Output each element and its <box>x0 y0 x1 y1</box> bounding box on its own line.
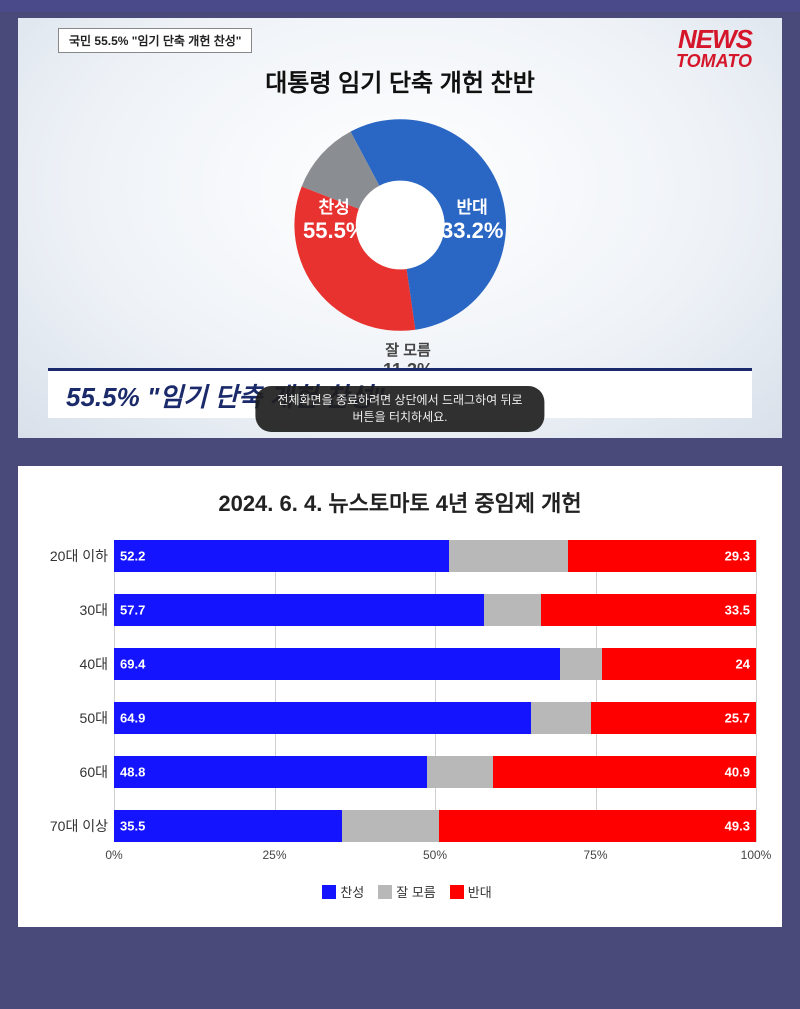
news-tag: 국민 55.5% "임기 단축 개헌 찬성" <box>58 28 252 53</box>
bar-segment-value: 69.4 <box>120 657 145 672</box>
x-tick-label: 0% <box>105 848 122 862</box>
bar-segment-oppose: 29.3 <box>568 540 756 572</box>
bar-segment-approve: 52.2 <box>114 540 449 572</box>
bar-segment-value: 35.5 <box>120 819 145 834</box>
bar-segment-dontknow <box>449 540 568 572</box>
bar-row: 40대69.424 <box>114 648 756 680</box>
toast-line2: 버튼을 터치하세요. <box>277 409 522 426</box>
bar-row: 50대64.925.7 <box>114 702 756 734</box>
lower-third-pct: 55.5% <box>66 382 140 412</box>
bar-segment-approve: 57.7 <box>114 594 484 626</box>
bar-chart-panel: 2024. 6. 4. 뉴스토마토 4년 중임제 개헌 20대 이하 52.2 29… <box>18 466 782 927</box>
donut-slice-label: 찬성55.5% <box>303 198 365 245</box>
bar-segment-value: 57.7 <box>120 603 145 618</box>
bar-segment-dontknow <box>484 594 540 626</box>
legend-label: 잘 모름 <box>396 885 436 900</box>
bar-segment-dontknow <box>560 648 602 680</box>
bar-chart-legend: 찬성 잘 모름 반대 <box>36 882 764 901</box>
gridline <box>435 540 436 842</box>
bar-segment-oppose: 40.9 <box>493 756 756 788</box>
bar-chart-grid: 20대 이하52.229.330대57.733.540대69.42450대64.… <box>114 540 756 842</box>
bar-segment-approve: 64.9 <box>114 702 531 734</box>
bar-chart-title: 2024. 6. 4. 뉴스토마토 4년 중임제 개헌 <box>36 486 764 518</box>
legend-swatch <box>450 885 464 899</box>
fullscreen-toast: 전체화면을 종료하려면 상단에서 드래그하여 뒤로 버튼을 터치하세요. <box>255 386 544 432</box>
bar-chart-gridlines <box>114 540 756 842</box>
x-tick-label: 100% <box>741 848 772 862</box>
bar-row: 20대 이하52.229.3 <box>114 540 756 572</box>
donut-chart: 찬성55.5%반대33.2%잘 모름11.3% <box>285 110 515 340</box>
donut-slice-label: 반대33.2% <box>441 198 503 245</box>
bar-segment-value: 24 <box>736 657 750 672</box>
bar-segment-approve: 69.4 <box>114 648 560 680</box>
bar-row-category: 40대 <box>36 648 108 680</box>
news-broadcast-panel: 국민 55.5% "임기 단축 개헌 찬성" NEWS TOMATO 대통령 임… <box>18 18 782 438</box>
bar-segment-value: 48.8 <box>120 765 145 780</box>
bar-row-category: 20대 이하 <box>36 540 108 572</box>
bar-row: 70대 이상35.549.3 <box>114 810 756 842</box>
news-lower-third: 55.5% "임기 단축 개헌 찬성" 전체화면을 종료하려면 상단에서 드래그… <box>18 368 782 438</box>
bar-segment-approve: 48.8 <box>114 756 427 788</box>
page-root: 국민 55.5% "임기 단축 개헌 찬성" NEWS TOMATO 대통령 임… <box>0 0 800 927</box>
legend-swatch <box>378 885 392 899</box>
toast-line1: 전체화면을 종료하려면 상단에서 드래그하여 뒤로 <box>277 392 522 409</box>
legend-label: 찬성 <box>340 885 364 900</box>
news-logo-line1: NEWS <box>676 26 752 52</box>
window-top-bar <box>0 0 800 12</box>
news-logo: NEWS TOMATO <box>676 26 752 70</box>
bar-row-category: 30대 <box>36 594 108 626</box>
bar-chart-xaxis: 0%25%50%75%100% <box>114 848 756 868</box>
bar-row-category: 70대 이상 <box>36 810 108 842</box>
bar-segment-oppose: 49.3 <box>439 810 756 842</box>
bar-row-category: 50대 <box>36 702 108 734</box>
bar-segment-value: 33.5 <box>725 603 750 618</box>
gridline <box>114 540 115 842</box>
gridline <box>756 540 757 842</box>
bar-segment-value: 25.7 <box>725 711 750 726</box>
x-tick-label: 75% <box>583 848 607 862</box>
legend-swatch <box>322 885 336 899</box>
bar-segment-approve: 35.5 <box>114 810 342 842</box>
donut-wrap: 대통령 임기 단축 개헌 찬반 찬성55.5%반대33.2%잘 모름11.3% <box>265 63 535 340</box>
bar-row-category: 60대 <box>36 756 108 788</box>
bar-segment-value: 64.9 <box>120 711 145 726</box>
bar-segment-oppose: 24 <box>602 648 756 680</box>
gridline <box>596 540 597 842</box>
bar-segment-value: 52.2 <box>120 549 145 564</box>
bar-segment-dontknow <box>342 810 440 842</box>
bar-segment-dontknow <box>531 702 591 734</box>
bar-segment-value: 49.3 <box>725 819 750 834</box>
bar-row: 30대57.733.5 <box>114 594 756 626</box>
bar-segment-dontknow <box>427 756 493 788</box>
news-logo-line2: TOMATO <box>676 52 752 70</box>
bar-row: 60대48.840.9 <box>114 756 756 788</box>
legend-label: 반대 <box>468 885 492 900</box>
bar-segment-value: 40.9 <box>725 765 750 780</box>
bar-segment-oppose: 25.7 <box>591 702 756 734</box>
bar-segment-oppose: 33.5 <box>541 594 756 626</box>
x-tick-label: 25% <box>262 848 286 862</box>
bar-segment-value: 29.3 <box>725 549 750 564</box>
x-tick-label: 50% <box>423 848 447 862</box>
gridline <box>275 540 276 842</box>
donut-title: 대통령 임기 단축 개헌 찬반 <box>265 63 535 98</box>
